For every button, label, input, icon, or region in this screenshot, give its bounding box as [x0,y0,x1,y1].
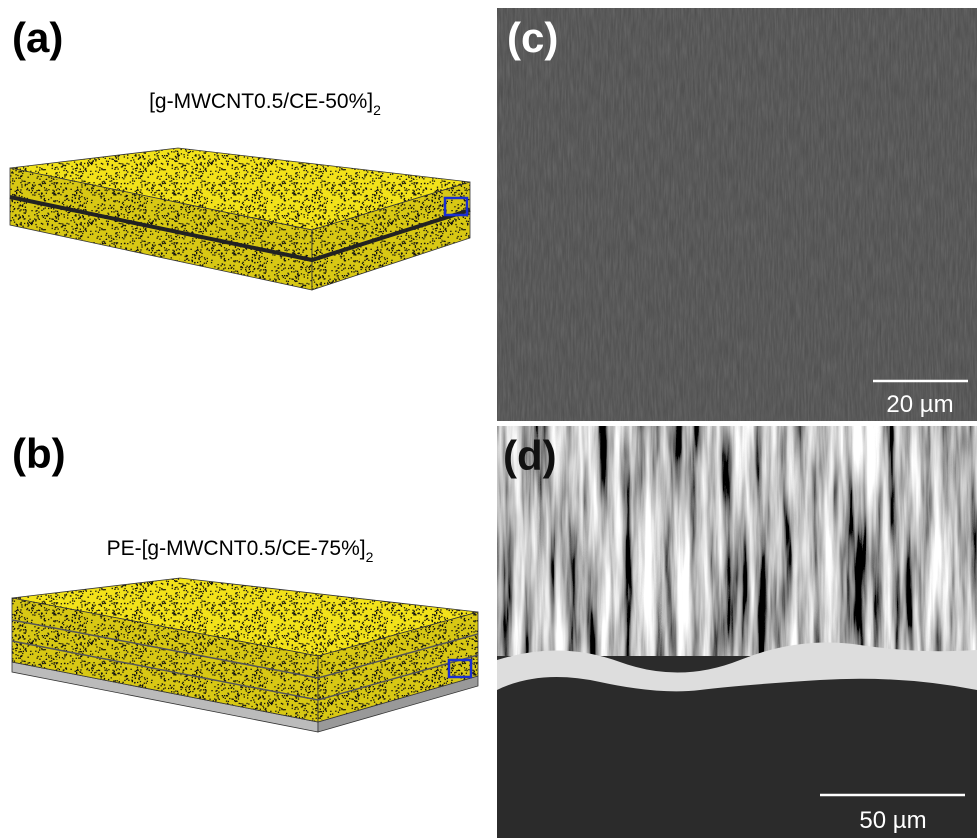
panel-label: (c) [507,14,558,61]
caption: [g-MWCNT0.5/CE-50%]2 [149,90,381,118]
caption-subscript: 2 [366,549,374,565]
sem-image-c [497,8,977,421]
panel-label: (b) [12,430,66,477]
panel-label: (a) [12,14,63,61]
scale-bar-label: 20 µm [886,391,953,418]
figure: (a) [g-MWCNT0.5/CE-50%]2 (b) PE-[g-MWCNT… [0,0,977,838]
caption-text: [g-MWCNT0.5/CE-50%] [149,90,373,113]
caption: PE-[g-MWCNT0.5/CE-75%]2 [107,537,374,565]
caption-text: PE-[g-MWCNT0.5/CE-75%] [107,537,366,560]
scale-bar-label: 50 µm [859,807,926,834]
panel-label: (d) [503,432,557,479]
sem-image-d [497,426,977,838]
laminate-b [12,578,478,732]
caption-subscript: 2 [373,102,381,118]
laminate-a [10,148,470,290]
